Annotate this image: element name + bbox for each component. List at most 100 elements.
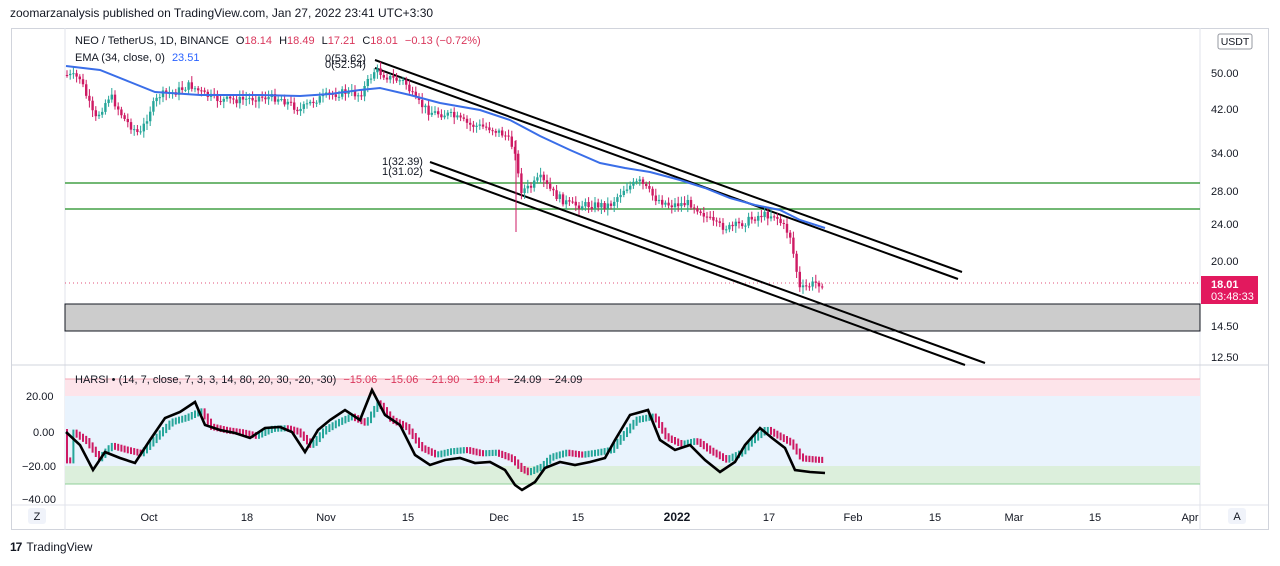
candle-body xyxy=(129,122,133,130)
harsi-bar xyxy=(795,443,798,455)
candle-body xyxy=(510,136,513,147)
harsi-legend[interactable]: HARSI • (14, 7, close, 7, 3, 3, 14, 80, … xyxy=(75,374,586,386)
candle-body xyxy=(187,82,190,90)
candle-body xyxy=(725,229,728,231)
harsi-pane[interactable]: 20.00 0.00 −20.00 −40.00 xyxy=(22,378,1200,506)
harsi-value: −15.06 xyxy=(384,374,419,386)
harsi-bar xyxy=(197,409,200,417)
harsi-bar xyxy=(171,418,174,427)
harsi-bar xyxy=(427,446,430,455)
candle-body xyxy=(408,84,411,92)
ohlc-low: L17.21 xyxy=(321,35,356,47)
harsi-bar xyxy=(389,411,392,422)
harsi-bar xyxy=(114,442,116,450)
harsi-bar xyxy=(466,447,468,454)
candle-body xyxy=(571,201,574,203)
candle-body xyxy=(248,97,251,99)
symbol-legend[interactable]: NEO / TetherUS, 1D, BINANCE O18.14 H18.4… xyxy=(75,35,485,47)
candle-body xyxy=(261,96,264,98)
candle-body xyxy=(472,124,475,127)
publisher-header: zoomarzanalysis published on TradingView… xyxy=(10,6,434,20)
candle-body xyxy=(443,115,446,118)
harsi-bar xyxy=(642,415,644,423)
ema-label[interactable]: EMA (34, close, 0) xyxy=(75,52,165,64)
channel-top-line-b[interactable] xyxy=(374,67,959,280)
candle-body xyxy=(747,216,750,226)
channel-top-line-a[interactable] xyxy=(374,59,963,273)
harsi-bar xyxy=(542,460,545,470)
fib-label-mid-b: 1(31.02) xyxy=(382,166,423,178)
candle-body xyxy=(789,232,792,238)
price-axis[interactable]: USDT 50.00 42.00 34.00 28.00 24.00 20.00… xyxy=(1201,33,1258,364)
candle-body xyxy=(805,285,808,287)
harsi-bar xyxy=(232,427,235,435)
ema-legend[interactable]: EMA (34, close, 0) 23.51 xyxy=(75,52,203,64)
candle-body xyxy=(632,181,635,186)
harsi-label[interactable]: HARSI • (14, 7, close, 7, 3, 3, 14, 80, … xyxy=(75,374,337,386)
candle-body xyxy=(449,111,453,113)
candle-body xyxy=(478,124,481,126)
symbol-name[interactable]: NEO / TetherUS, 1D, BINANCE xyxy=(75,35,229,47)
harsi-bar xyxy=(133,448,136,455)
ema-line[interactable] xyxy=(65,65,826,229)
candle-body xyxy=(245,98,248,100)
candle-body xyxy=(197,88,200,91)
channel-bottom-line-b[interactable] xyxy=(429,169,966,366)
candle-body xyxy=(683,203,686,206)
harsi-bar xyxy=(456,447,459,455)
candle-body xyxy=(814,281,817,283)
log-scale-button[interactable]: Z xyxy=(28,508,46,524)
harsi-bar xyxy=(520,462,523,472)
harsi-bar xyxy=(411,428,414,440)
candle-body xyxy=(379,68,382,76)
harsi-candles[interactable] xyxy=(66,400,824,476)
harsi-value: −24.09 xyxy=(507,374,542,386)
candle-body xyxy=(712,216,715,221)
candle-body xyxy=(254,100,257,102)
candle-body xyxy=(622,190,625,195)
harsi-bar xyxy=(440,450,443,458)
harsi-bar xyxy=(229,427,232,434)
candle-body xyxy=(485,126,488,128)
candle-body xyxy=(113,94,117,107)
candle-body xyxy=(94,110,97,117)
candle-body xyxy=(110,94,113,100)
support-zone[interactable] xyxy=(64,303,1201,332)
candle-body xyxy=(744,225,747,227)
harsi-bar xyxy=(658,416,660,429)
harsi-bar xyxy=(802,453,804,462)
candle-body xyxy=(721,222,725,230)
harsi-bar xyxy=(219,425,222,433)
harsi-rsi-line[interactable] xyxy=(65,386,826,492)
fib-label-mid-a: 1(32.39) xyxy=(382,156,423,168)
harsi-bar xyxy=(187,413,190,421)
candlestick-series[interactable] xyxy=(65,61,824,294)
harsi-bar xyxy=(696,438,699,445)
harsi-bar xyxy=(126,446,129,454)
candle-body xyxy=(763,211,766,218)
channel-bottom-line-a[interactable] xyxy=(429,161,986,364)
candle-body xyxy=(203,90,206,92)
harsi-bar xyxy=(376,400,379,412)
price-tick: 42.00 xyxy=(1211,104,1239,116)
candle-body xyxy=(161,90,165,98)
candle-body xyxy=(677,203,680,207)
price-tick: 24.00 xyxy=(1211,219,1239,231)
candle-body xyxy=(728,224,731,230)
currency-badge[interactable] xyxy=(1217,33,1253,50)
candle-body xyxy=(456,115,459,118)
candle-body xyxy=(753,219,757,221)
harsi-bar xyxy=(155,433,158,444)
time-axis[interactable]: Oct 18 Nov 15 Dec 15 2022 17 Feb 15 Mar … xyxy=(140,510,1198,524)
auto-scale-button[interactable]: A xyxy=(1228,508,1246,524)
candle-body xyxy=(533,180,536,188)
harsi-bar xyxy=(546,457,548,467)
harsi-bar xyxy=(587,450,590,458)
candle-body xyxy=(811,281,814,287)
harsi-tick: 20.00 xyxy=(26,391,54,403)
harsi-oversold-zone xyxy=(65,466,1200,484)
tradingview-logo[interactable]: 17 TradingView xyxy=(10,540,92,554)
candle-body xyxy=(219,101,222,103)
time-label: 15 xyxy=(929,512,941,524)
